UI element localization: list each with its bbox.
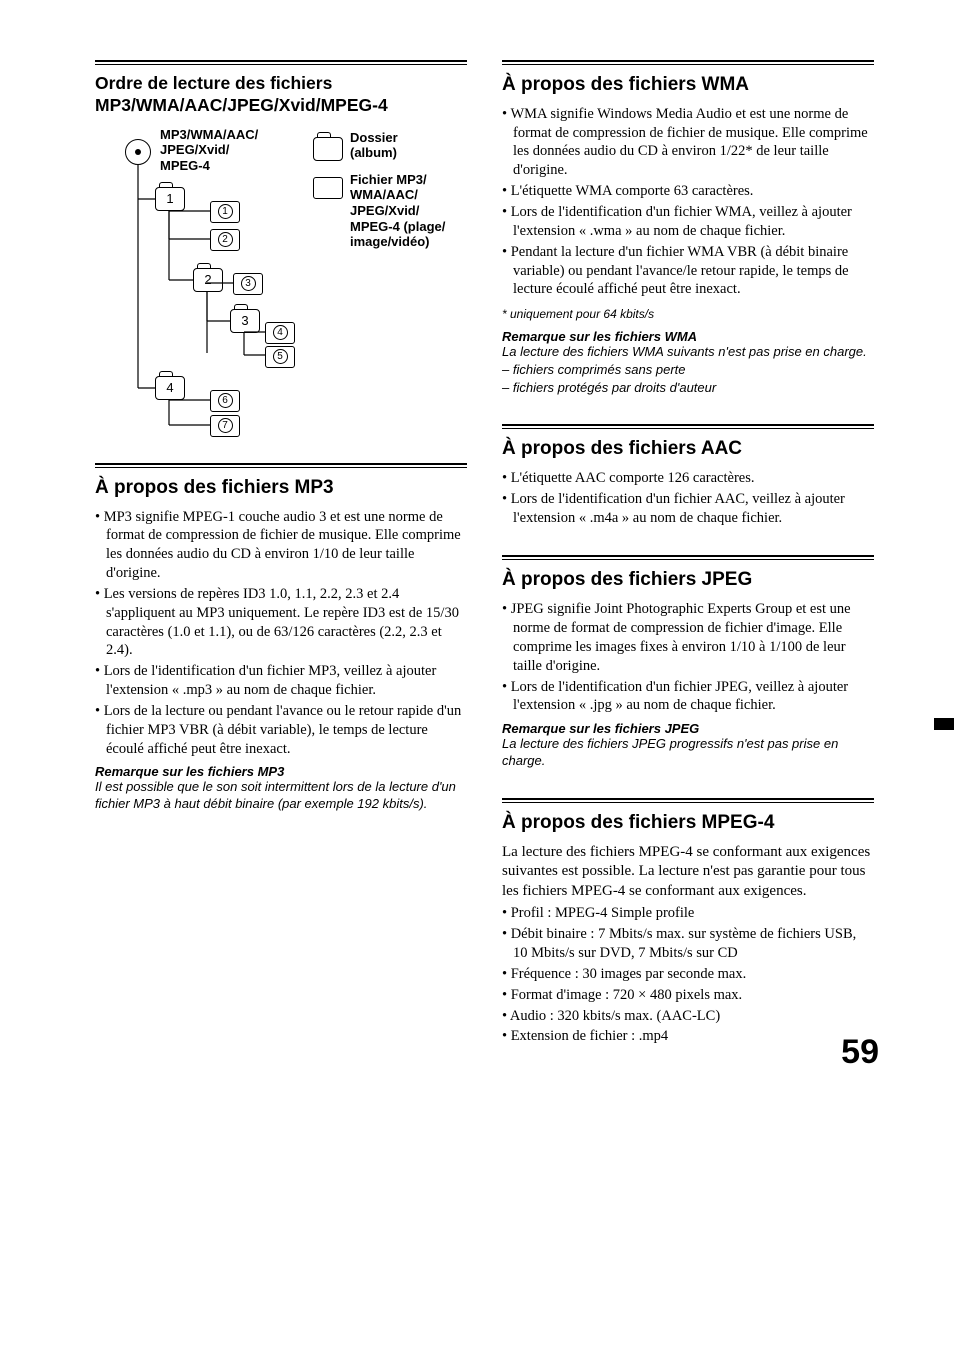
list-item: MP3 signifie MPEG-1 couche audio 3 et es… [95,508,467,583]
wma-title: À propos des fichiers WMA [502,73,874,97]
folder-2: 2 [193,268,223,292]
jpeg-bullets: JPEG signifie Joint Photographic Experts… [502,600,874,715]
wma-bullets: WMA signifie Windows Media Audio et est … [502,105,874,299]
wma-note-item: – fichiers protégés par droits d'auteur [502,379,874,397]
file-legend: Fichier MP3/ WMA/AAC/ JPEG/Xvid/ MPEG-4 … [350,172,445,250]
file-legend-icon [313,177,343,199]
list-item: JPEG signifie Joint Photographic Experts… [502,600,874,675]
list-item: Les versions de repères ID3 1.0, 1.1, 2.… [95,585,467,660]
list-item: Profil : MPEG-4 Simple profile [502,904,874,923]
section-mpeg4: À propos des fichiers MPEG-4 La lecture … [502,798,874,1046]
root-label: MP3/WMA/AAC/ JPEG/Xvid/ MPEG-4 [160,127,258,174]
mp3-note-body: Il est possible que le son soit intermit… [95,779,467,813]
list-item: Lors de l'identification d'un fichier WM… [502,203,874,241]
section-mp3: À propos des fichiers MP3 MP3 signifie M… [95,463,467,814]
mp3-note-title: Remarque sur les fichiers MP3 [95,764,467,779]
list-item: Pendant la lecture d'un fichier WMA VBR … [502,243,874,300]
list-item: Lors de l'identification d'un fichier MP… [95,662,467,700]
mp3-bullets: MP3 signifie MPEG-1 couche audio 3 et es… [95,508,467,759]
list-item: Lors de l'identification d'un fichier JP… [502,678,874,716]
folder-4: 4 [155,376,185,400]
aac-bullets: L'étiquette AAC comporte 126 caractères.… [502,469,874,528]
mpeg4-title: À propos des fichiers MPEG-4 [502,811,874,835]
file-6: 6 [210,390,240,412]
playback-order-diagram: MP3/WMA/AAC/ JPEG/Xvid/ MPEG-4 Dossier (… [115,125,450,435]
wma-note-title: Remarque sur les fichiers WMA [502,329,874,344]
section-order: Ordre de lecture des fichiers MP3/WMA/AA… [95,60,467,435]
list-item: Lors de l'identification d'un fichier AA… [502,490,874,528]
jpeg-note-title: Remarque sur les fichiers JPEG [502,721,874,736]
file-5: 5 [265,346,295,368]
list-item: WMA signifie Windows Media Audio et est … [502,105,874,180]
wma-note-item: – fichiers comprimés sans perte [502,361,874,379]
list-item: L'étiquette AAC comporte 126 caractères. [502,469,874,488]
mpeg4-intro: La lecture des fichiers MPEG-4 se confor… [502,843,874,902]
list-item: Extension de fichier : .mp4 [502,1027,874,1046]
list-item: L'étiquette WMA comporte 63 caractères. [502,182,874,201]
section-aac: À propos des fichiers AAC L'étiquette AA… [502,424,874,527]
mpeg4-bullets: Profil : MPEG-4 Simple profile Débit bin… [502,904,874,1046]
order-title: Ordre de lecture des fichiers MP3/WMA/AA… [95,73,467,117]
jpeg-note-body: La lecture des fichiers JPEG progressifs… [502,736,874,770]
page-edge-marker [934,718,954,730]
wma-note-body: La lecture des fichiers WMA suivants n'e… [502,344,874,361]
file-7: 7 [210,415,240,437]
aac-title: À propos des fichiers AAC [502,437,874,461]
section-jpeg: À propos des fichiers JPEG JPEG signifie… [502,555,874,770]
file-3: 3 [233,273,263,295]
file-1: 1 [210,201,240,223]
list-item: Format d'image : 720 × 480 pixels max. [502,986,874,1005]
wma-footnote: * uniquement pour 64 kbits/s [502,307,874,321]
file-4: 4 [265,322,295,344]
folder-3: 3 [230,309,260,333]
folder-legend-icon [313,137,343,161]
jpeg-title: À propos des fichiers JPEG [502,568,874,592]
file-2: 2 [210,229,240,251]
list-item: Audio : 320 kbits/s max. (AAC-LC) [502,1007,874,1026]
folder-1: 1 [155,187,185,211]
list-item: Lors de la lecture ou pendant l'avance o… [95,702,467,759]
page-number: 59 [841,1033,879,1072]
list-item: Débit binaire : 7 Mbits/s max. sur systè… [502,925,874,963]
list-item: Fréquence : 30 images par seconde max. [502,965,874,984]
section-wma: À propos des fichiers WMA WMA signifie W… [502,60,874,396]
folder-legend: Dossier (album) [350,130,398,161]
mp3-title: À propos des fichiers MP3 [95,476,467,500]
disc-icon [125,139,151,165]
